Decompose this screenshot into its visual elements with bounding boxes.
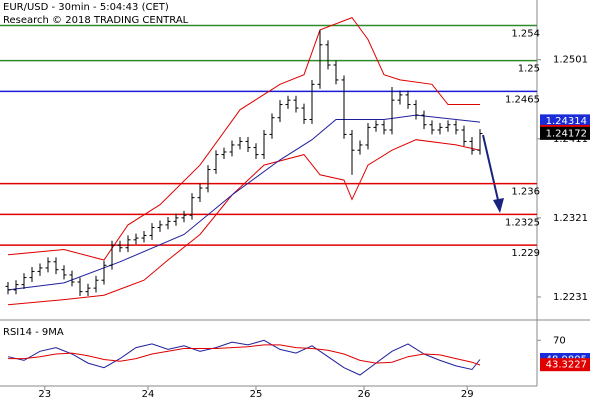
price-tag-label: 43.3227 xyxy=(546,360,587,371)
y-tick-label: 70 xyxy=(553,335,566,346)
level-label: 1.2325 xyxy=(505,217,540,228)
x-tick-label: 24 xyxy=(142,389,155,400)
x-tick-label: 23 xyxy=(38,389,51,400)
price-tag xyxy=(540,358,590,372)
price-tag-label: 1.24314 xyxy=(546,116,587,127)
y-tick-label: 1.2231 xyxy=(553,292,588,303)
level-label: 1.236 xyxy=(511,187,540,198)
chart-title: EUR/USD - 30min - 5:04:43 (CET) xyxy=(3,2,169,13)
y-tick-label: 1.2321 xyxy=(553,213,588,224)
x-tick-label: 29 xyxy=(461,389,474,400)
line-series xyxy=(7,139,481,306)
level-label: 1.229 xyxy=(511,248,540,259)
forecast-arrow xyxy=(482,134,499,201)
line-series xyxy=(7,339,481,376)
forecast-arrow-head xyxy=(493,198,504,213)
level-label: 1.2465 xyxy=(505,94,540,105)
level-label: 1.254 xyxy=(511,28,540,39)
x-tick-label: 25 xyxy=(250,389,263,400)
x-tick-label: 26 xyxy=(358,389,371,400)
line-series xyxy=(7,16,480,261)
price-tag xyxy=(540,126,590,140)
y-tick-label: 1.2501 xyxy=(553,55,588,66)
line-series xyxy=(7,114,481,291)
price-tag xyxy=(540,114,590,128)
level-label: 1.25 xyxy=(518,64,540,75)
rsi-title: RSI14 - 9MA xyxy=(3,327,64,338)
chart-subtitle: Research © 2018 TRADING CENTRAL xyxy=(3,15,189,26)
line-series xyxy=(8,344,481,366)
price-tag-label: 1.24172 xyxy=(546,128,587,139)
